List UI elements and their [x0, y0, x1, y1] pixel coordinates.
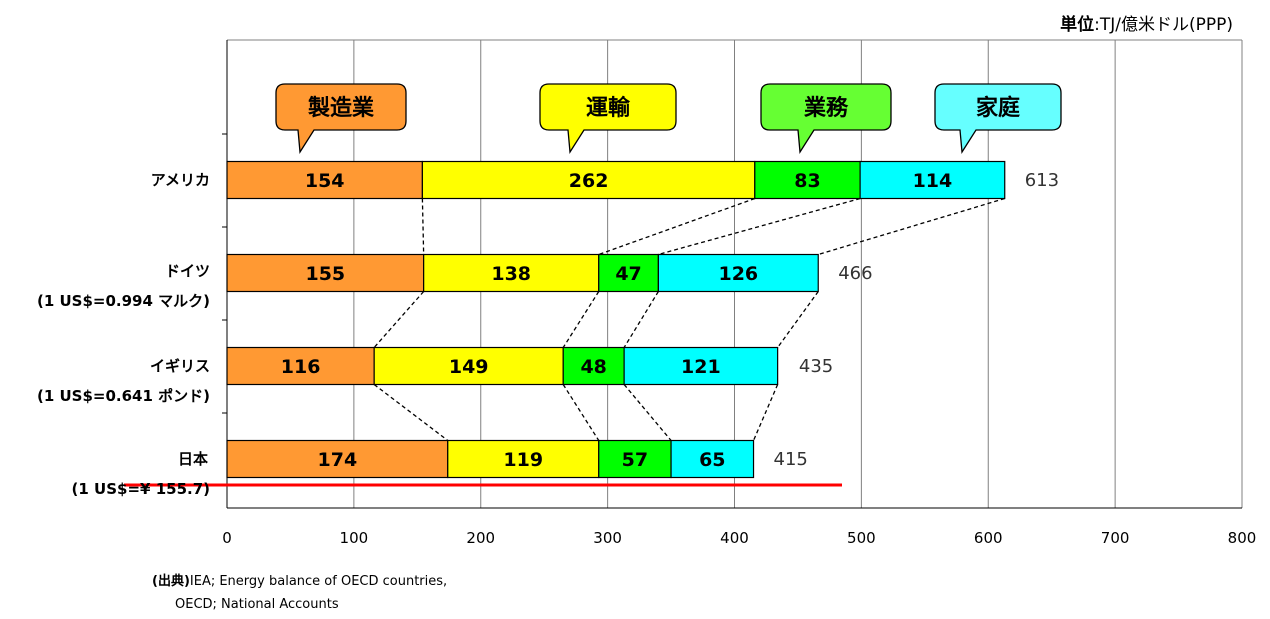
category-label: ドイツ (1 US$=0.994 マルク)	[37, 258, 210, 314]
category-name: アメリカ	[150, 171, 210, 189]
bar-segment	[598, 253, 659, 293]
category-name: イギリス	[149, 357, 210, 375]
source-note: (出典)IEA; Energy balance of OECD countrie…	[152, 570, 447, 616]
connector-line	[818, 197, 1005, 256]
legend-callout	[934, 83, 1062, 154]
x-tick-label: 600	[974, 529, 1003, 547]
legend-label: 製造業	[307, 95, 375, 121]
legend-callout	[539, 83, 677, 154]
bar-value-label: 174	[318, 449, 358, 471]
connector-line	[623, 291, 659, 348]
connector-line	[373, 291, 425, 348]
x-tick-label: 300	[593, 529, 622, 547]
legend-callout	[275, 83, 407, 154]
bar-segment	[226, 160, 423, 200]
connector-line	[658, 197, 861, 256]
bar-value-label: 57	[622, 449, 648, 471]
total-label: 613	[1025, 170, 1059, 191]
x-tick-label: 200	[466, 529, 495, 547]
bar-segment	[421, 160, 756, 200]
category-note: (1 US$=0.641 ポンド)	[36, 387, 210, 405]
bar-value-label: 47	[615, 263, 641, 285]
bar-segment	[373, 346, 564, 386]
bar-value-label: 149	[449, 356, 489, 378]
connector-line	[373, 383, 449, 442]
legend-label: 業務	[804, 95, 849, 121]
bar-segment	[447, 439, 600, 479]
total-label: 415	[774, 449, 808, 470]
unit-label: 単位:TJ/億米ドル(PPP)	[1060, 15, 1233, 35]
category-note: (1 US$=0.994 マルク)	[36, 292, 210, 310]
x-tick-label: 800	[1228, 529, 1257, 547]
bar-value-label: 262	[569, 170, 609, 192]
x-tick-label: 0	[222, 529, 232, 547]
category-label: イギリス (1 US$=0.641 ポンド)	[37, 353, 210, 409]
category-note: (1 US$=¥ 155.7)	[71, 480, 210, 498]
connector-line	[562, 291, 600, 348]
bar-value-label: 119	[503, 449, 543, 471]
category-label: アメリカ	[151, 167, 210, 193]
bar-value-label: 65	[699, 449, 725, 471]
connector-line	[777, 291, 819, 348]
legend-label: 運輸	[586, 95, 631, 121]
total-label: 435	[799, 356, 833, 377]
legend-label: 家庭	[976, 95, 1020, 121]
x-tick-label: 500	[847, 529, 876, 547]
legend-callout	[760, 83, 892, 154]
connector-line	[752, 384, 779, 441]
source-line-2: OECD; National Accounts	[175, 597, 339, 612]
bar-value-label: 83	[794, 170, 820, 192]
connector-line	[421, 198, 425, 255]
x-tick-label: 400	[720, 529, 749, 547]
bar-value-label: 155	[305, 263, 345, 285]
bar-value-label: 116	[281, 356, 321, 378]
bar-segment	[226, 253, 425, 293]
bar-segment	[226, 439, 449, 479]
category-name: ドイツ	[164, 262, 210, 280]
bar-value-label: 126	[718, 263, 758, 285]
connector-line	[598, 197, 756, 256]
bar-segment	[657, 253, 819, 293]
connector-line	[623, 384, 672, 441]
bar-value-label: 48	[580, 356, 606, 378]
category-label: 日本 (1 US$=¥ 155.7)	[71, 446, 210, 502]
total-label: 466	[838, 263, 872, 284]
bar-value-label: 154	[305, 170, 345, 192]
bar-segment	[226, 346, 375, 386]
connector-line	[562, 384, 600, 441]
x-tick-label: 700	[1101, 529, 1130, 547]
bar-segment	[670, 439, 755, 479]
bar-segment	[623, 346, 779, 386]
bar-value-label: 121	[681, 356, 721, 378]
category-name: 日本	[177, 450, 208, 468]
source-line-1: IEA; Energy balance of OECD countries,	[189, 574, 448, 589]
bar-segment	[859, 160, 1006, 200]
source-prefix: (出典)	[152, 574, 190, 589]
bar-segment	[598, 439, 672, 479]
x-tick-label: 100	[340, 529, 369, 547]
bar-value-label: 138	[491, 263, 531, 285]
bar-segment	[754, 160, 861, 200]
bar-value-label: 114	[913, 170, 953, 192]
